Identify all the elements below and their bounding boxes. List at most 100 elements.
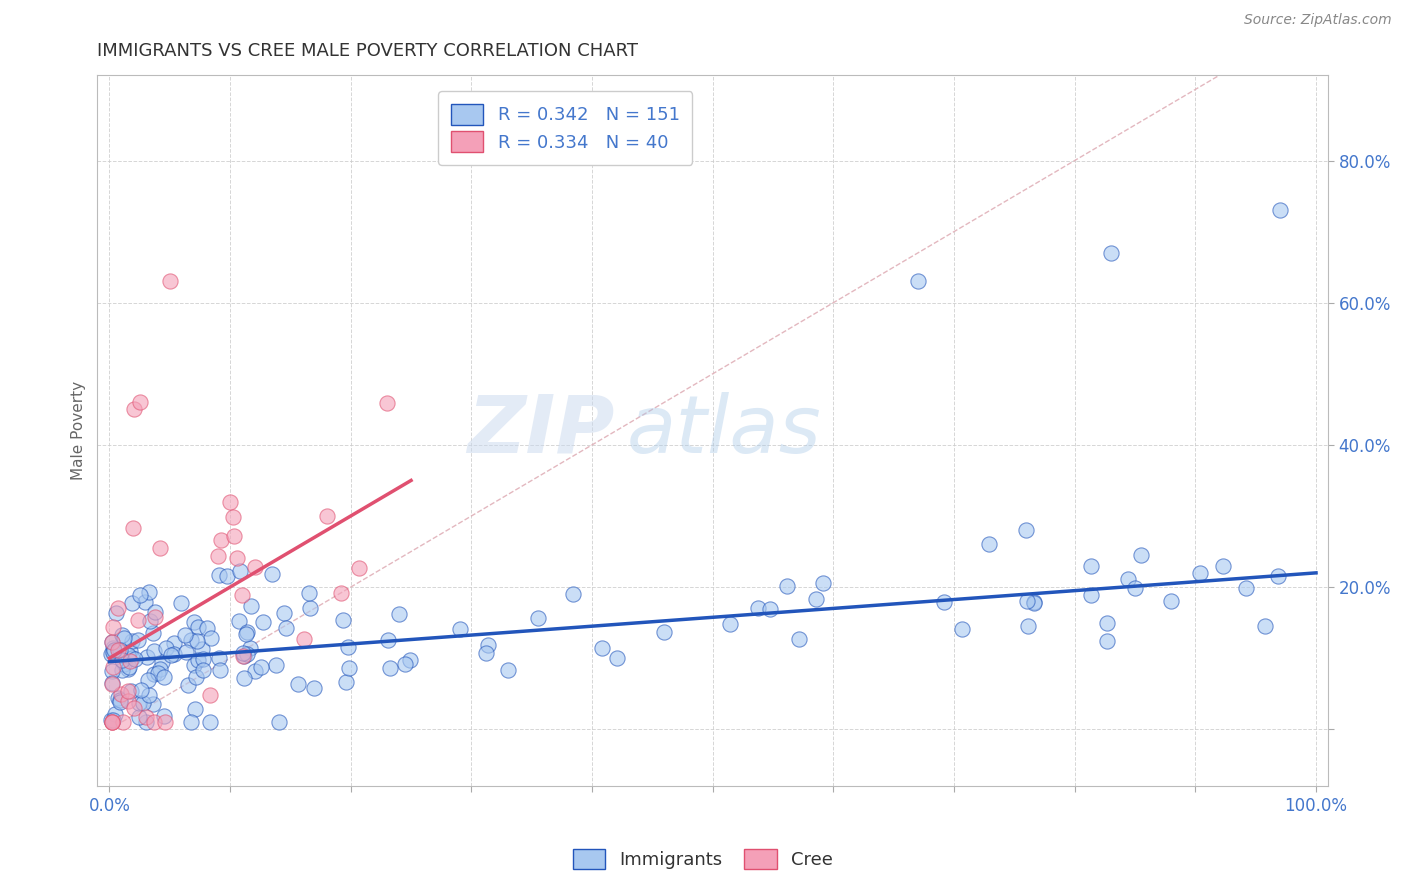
Point [262,567,284,582]
Point [226,550,249,565]
Point [1024,595,1046,609]
Point [146,666,169,681]
Point [907,274,929,288]
Point [108,693,131,707]
Point [339,661,361,675]
Point [235,627,257,641]
Point [100,648,122,662]
Point [1097,615,1119,630]
Point [232,647,254,661]
Point [932,595,955,609]
Point [191,642,214,657]
Point [759,602,782,616]
Text: Source: ZipAtlas.com: Source: ZipAtlas.com [1244,13,1392,28]
Point [128,395,150,409]
Point [134,595,156,609]
Point [950,622,973,636]
Point [107,691,129,706]
Point [591,641,613,656]
Point [101,634,124,648]
Point [1080,559,1102,574]
Point [183,657,205,672]
Point [1129,548,1152,562]
Point [105,606,128,620]
Point [128,697,150,711]
Point [236,647,259,661]
Point [142,644,165,658]
Point [187,620,209,634]
Point [111,715,134,730]
Point [136,673,159,687]
Point [198,715,221,730]
Point [101,635,124,649]
Point [776,578,799,592]
Point [292,632,315,647]
Point [121,651,143,665]
Point [1116,572,1139,586]
Point [107,601,129,615]
Point [273,606,295,620]
Y-axis label: Male Poverty: Male Poverty [72,381,86,480]
Point [142,626,165,640]
Point [349,560,371,574]
Point [187,653,209,667]
Point [136,650,159,665]
Point [298,600,321,615]
Point [132,696,155,710]
Point [1268,203,1291,218]
Point [239,599,262,613]
Point [184,702,207,716]
Legend: R = 0.342   N = 151, R = 0.334   N = 40: R = 0.342 N = 151, R = 0.334 N = 40 [437,91,692,165]
Point [236,625,259,640]
Point [108,695,131,709]
Point [127,613,149,627]
Point [153,709,176,723]
Point [377,632,399,647]
Point [163,636,186,650]
Point [388,607,411,621]
Point [329,586,352,600]
Point [1080,589,1102,603]
Point [228,564,250,578]
Point [174,627,197,641]
Point [304,681,326,696]
Point [112,631,135,645]
Point [124,652,146,666]
Point [177,678,200,692]
Point [1024,596,1046,610]
Point [121,633,143,648]
Point [128,710,150,724]
Point [129,588,152,602]
Point [215,568,238,582]
Point [121,521,143,535]
Point [332,613,354,627]
Point [207,549,229,564]
Point [162,647,184,661]
Point [117,648,139,662]
Point [1097,633,1119,648]
Point [103,620,125,634]
Point [110,663,132,677]
Point [399,653,422,667]
Point [1015,523,1038,537]
Point [111,628,134,642]
Point [1188,566,1211,580]
Point [527,611,550,625]
Point [232,648,254,663]
Point [110,687,132,701]
Point [200,631,222,645]
Point [180,715,202,730]
Point [475,646,498,660]
Point [110,642,132,657]
Point [208,568,231,582]
Point [198,689,221,703]
Point [101,646,124,660]
Point [186,634,208,648]
Point [1234,582,1257,596]
Point [138,688,160,702]
Point [117,694,139,708]
Point [169,596,191,610]
Point [232,671,254,685]
Point [249,660,271,674]
Point [138,614,160,628]
